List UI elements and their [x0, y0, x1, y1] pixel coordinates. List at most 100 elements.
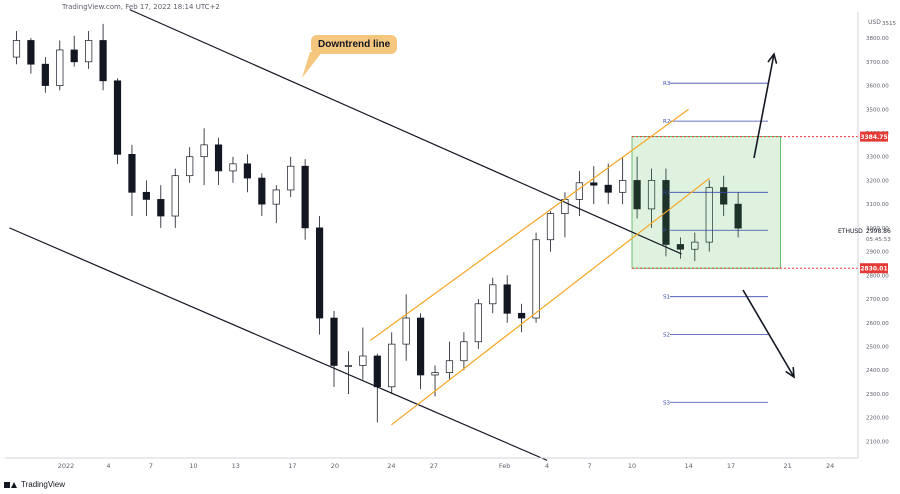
x-tick-label: 13: [232, 462, 240, 470]
candle: [99, 23, 107, 91]
candle: [388, 332, 396, 394]
candle-body: [113, 80, 122, 155]
candle: [315, 216, 324, 335]
candle: [214, 137, 223, 186]
level-flag-upper: 3384.75: [860, 134, 887, 141]
x-tick-label: 24: [387, 462, 395, 470]
candle-body: [720, 187, 728, 205]
candle: [41, 57, 49, 93]
callout-pointer: [302, 52, 322, 78]
range-box: [631, 136, 781, 269]
x-tick-label: 10: [189, 462, 197, 470]
bullish-arrow-head: [767, 52, 778, 64]
bullish-arrow: [753, 52, 778, 159]
candle-body: [128, 153, 136, 193]
y-tick-label: 2600.00: [866, 321, 889, 327]
y-top-tick-label: 3515: [882, 21, 896, 27]
candle: [590, 166, 598, 205]
y-tick-label: 2700.00: [866, 297, 889, 303]
bullish-arrow-shaft: [753, 53, 775, 159]
candle: [85, 30, 93, 69]
downtrend-callout: Downtrend line: [311, 35, 398, 54]
candle-body: [157, 199, 165, 217]
candle: [142, 180, 150, 217]
candle: [460, 332, 468, 371]
x-tick-label: 17: [727, 462, 735, 470]
candle: [402, 294, 410, 361]
candle-body: [489, 284, 497, 305]
candle-body: [460, 341, 468, 362]
candle-body: [619, 180, 627, 193]
downtrend-line: [129, 9, 682, 255]
pivot-label: R1: [663, 190, 670, 196]
x-tick-label: 2022: [58, 462, 75, 470]
candle-body: [676, 244, 684, 250]
x-tick-label: 17: [288, 462, 296, 470]
x-tick-label: 4: [545, 462, 549, 470]
x-tick-label: Feb: [499, 462, 511, 470]
pivot-label: R3: [663, 81, 671, 87]
y-tick-label: 2100.00: [866, 439, 889, 445]
candle-body: [575, 182, 583, 200]
candle: [344, 351, 353, 394]
y-tick-label: 3700.00: [866, 60, 889, 66]
candle: [128, 144, 136, 217]
candle: [532, 232, 540, 323]
candle-body: [301, 165, 309, 229]
candle: [518, 303, 526, 333]
x-tick-label: 10: [628, 462, 636, 470]
y-tick-label: 2300.00: [866, 392, 889, 398]
x-tick-label: 14: [684, 462, 692, 470]
candle-body: [604, 184, 612, 193]
candle-body: [445, 360, 454, 373]
candle-body: [734, 203, 742, 229]
candle-body: [590, 182, 598, 186]
candle: [359, 327, 367, 380]
y-tick-label: 2900.00: [866, 250, 889, 256]
x-tick-label: 7: [149, 462, 153, 470]
chart-source-header: TradingView.com, Feb 17, 2022 18:14 UTC+…: [62, 3, 220, 11]
candle: [157, 185, 165, 228]
y-tick-label: 2500.00: [866, 345, 889, 351]
candle-body: [258, 177, 266, 205]
level-flag-lower: 2830.01: [860, 266, 887, 273]
candle-body: [272, 189, 280, 205]
y-tick-label: 3200.00: [866, 178, 889, 184]
candle-body: [474, 303, 482, 343]
tradingview-logo: TradingView: [4, 480, 65, 489]
y-tick-label: 3600.00: [866, 84, 889, 90]
symbol-label: ETHUSD: [838, 228, 863, 235]
x-tick-label: 27: [430, 462, 438, 470]
candle: [445, 341, 454, 380]
candle-body: [503, 284, 511, 314]
x-tick-label: 21: [784, 462, 792, 470]
candle: [633, 156, 641, 219]
candle-body: [214, 144, 223, 172]
last-price-label: 2998.86: [866, 228, 891, 235]
candle-body: [287, 165, 295, 191]
countdown-label: 05:45:53: [866, 237, 891, 243]
tradingview-logo-text: TradingView: [21, 480, 66, 489]
tradingview-logo-icon: [4, 481, 18, 489]
candle-body: [99, 40, 107, 82]
candle: [301, 159, 309, 240]
candle: [720, 175, 728, 217]
bearish-arrow-head: [785, 366, 795, 379]
candle-body: [41, 63, 49, 86]
pivot-label: S3: [663, 400, 670, 406]
y-tick-label: 3500.00: [866, 107, 889, 113]
candle: [258, 173, 266, 217]
candle: [417, 313, 425, 390]
x-tick-label: 24: [826, 462, 834, 470]
candle: [287, 156, 295, 198]
candle: [604, 163, 612, 205]
downtrend-line: [9, 227, 548, 461]
x-tick-label: 7: [587, 462, 591, 470]
candle: [70, 35, 78, 67]
candle-body: [200, 144, 208, 158]
pivot-label: S1: [663, 295, 670, 301]
bearish-arrow: [742, 289, 795, 379]
candle-body: [402, 317, 410, 345]
